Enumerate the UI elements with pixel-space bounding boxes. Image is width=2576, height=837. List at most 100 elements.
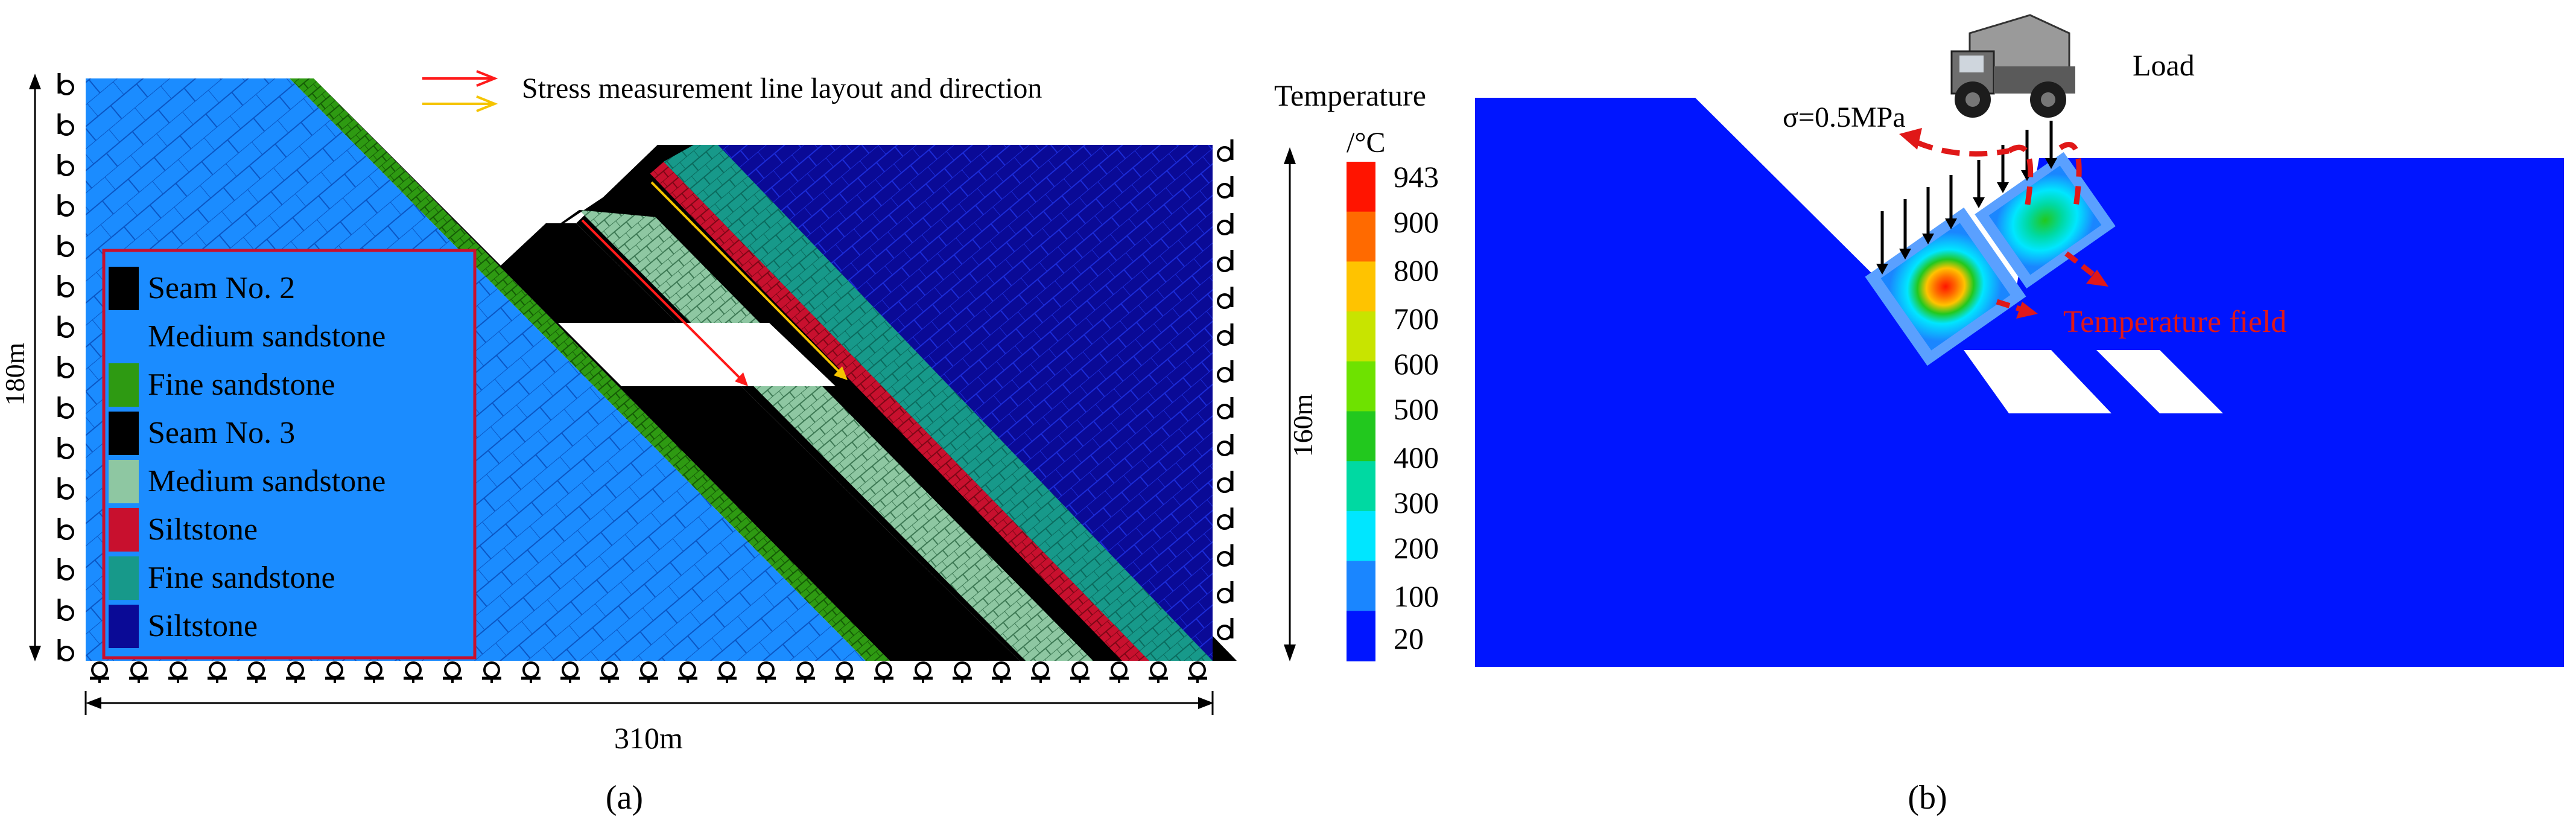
roller-support-icon: [57, 194, 74, 217]
panel-a: 180m 310m Stress measurement line layout…: [0, 70, 1237, 816]
void-1: [1964, 350, 2111, 413]
height-dimension-label: 180m: [0, 342, 30, 406]
legend-label: Seam No. 2: [148, 271, 295, 305]
mining-truck-icon: [1950, 14, 2075, 118]
void-2: [2096, 350, 2223, 413]
load-arrow-head: [1973, 197, 1985, 208]
temperature-annotations: [1899, 128, 2108, 319]
roller-support-icon: [57, 477, 74, 500]
roller-support-icon: [208, 661, 227, 683]
roller-support-icon: [1070, 661, 1090, 683]
colorbar-title: Temperature: [1274, 78, 1426, 112]
layer-teal-edge-texture: [694, 145, 1213, 661]
roller-support-icon: [1217, 544, 1234, 567]
colorbar-segment: [1347, 361, 1375, 412]
width-dimension-label: 310m: [614, 721, 683, 755]
temperature-colorbar: Temperature /°C 943 900 800 700 600 500 400 300…: [1274, 78, 1439, 661]
heat-source-block-2: [1975, 151, 2116, 289]
colorbar-segment: [1347, 211, 1375, 263]
colorbar-segment: [1347, 611, 1375, 661]
roller-support-icon: [57, 356, 74, 378]
roller-support-icon: [57, 73, 74, 95]
roller-support-icon: [1217, 176, 1234, 199]
arrow-legend-text: Stress measurement line layout and direc…: [522, 72, 1042, 104]
roller-support-icon: [560, 661, 580, 683]
legend-label: Seam No. 3: [148, 416, 295, 450]
roller-support-icon: [1217, 287, 1234, 309]
roller-support-icon: [1149, 661, 1168, 683]
roller-support-icon: [57, 235, 74, 257]
roller-support-icon: [1188, 661, 1207, 683]
colorbar-tick-label: 400: [1394, 441, 1439, 474]
colorbar-tick-label: 900: [1394, 205, 1439, 239]
roller-support-icon: [57, 316, 74, 338]
roller-support-icon: [521, 661, 541, 683]
roller-support-icon: [57, 275, 74, 298]
roller-support-icon: [1217, 360, 1234, 383]
legend-swatch: [109, 315, 139, 358]
load-arrow-head: [1945, 218, 1957, 229]
roller-support-icon: [796, 661, 815, 683]
temperature-field-label: Temperature field: [2063, 305, 2286, 339]
roller-support-icon: [57, 113, 74, 136]
height-dimension: 180m: [0, 74, 41, 661]
roller-support-icon: [1217, 250, 1234, 272]
roller-support-icon: [57, 154, 74, 176]
colorbar-segment: [1347, 561, 1375, 612]
roller-support-icon: [1109, 661, 1129, 683]
bottom-roller-supports: [90, 661, 1207, 683]
colorbar-segment: [1347, 162, 1375, 212]
colorbar-tick-label: 300: [1394, 486, 1439, 520]
roller-support-icon: [835, 661, 854, 683]
legend-swatch: [109, 460, 139, 503]
right-roller-supports: [1217, 139, 1234, 640]
roller-support-icon: [1217, 323, 1234, 346]
legend-swatch: [109, 363, 139, 407]
legend-swatch: [109, 412, 139, 455]
heat-source-block-1: [1865, 207, 2026, 366]
load-arrow-head: [1899, 249, 1911, 259]
stress-line-red: [581, 219, 743, 381]
roller-support-icon: [247, 661, 266, 683]
layer-fine-sandstone-texture: [290, 78, 890, 661]
arrow-legend: Stress measurement line layout and direc…: [422, 70, 1042, 112]
load-arrow-head: [1876, 264, 1888, 275]
roller-support-icon: [1217, 434, 1234, 456]
legend-swatch: [109, 267, 139, 310]
roller-support-icon: [168, 661, 188, 683]
layer-siltstone-red-texture: [649, 162, 1149, 661]
legend-swatch: [109, 508, 139, 552]
roller-support-icon: [57, 396, 74, 419]
roller-support-icon: [57, 558, 74, 581]
roller-support-icon: [992, 661, 1011, 683]
strata-legend: Seam No. 2 Medium sandstone Fine sandstone…: [102, 249, 477, 660]
stress-line-yellow-head: [834, 366, 848, 380]
roller-support-icon: [404, 661, 423, 683]
colorbar-tick-label: 20: [1394, 622, 1424, 655]
height-dimension-b-label: 160m: [1287, 393, 1318, 457]
legend-swatch: [109, 605, 139, 648]
legend-label: Fine sandstone: [148, 368, 335, 402]
legend-label: Fine sandstone: [148, 561, 335, 595]
stress-line-red-head: [735, 372, 748, 386]
legend-swatch: [109, 556, 139, 600]
load-arrows: [1876, 121, 2057, 275]
colorbar-segment: [1347, 511, 1375, 562]
load-arrow-head: [2045, 158, 2057, 169]
colorbar-tick-label: 500: [1394, 392, 1439, 426]
goaf-void: [558, 323, 836, 386]
colorbar-segment: [1347, 461, 1375, 512]
height-dimension-b: 160m: [1284, 147, 1318, 661]
colorbar-tick-label: 200: [1394, 531, 1439, 565]
roller-support-icon: [1217, 139, 1234, 162]
panel-b-label: (b): [1908, 779, 1947, 816]
colorbar-segment: [1347, 311, 1375, 362]
roller-support-icon: [57, 518, 74, 540]
left-roller-supports: [57, 73, 74, 661]
roller-support-icon: [874, 661, 893, 683]
layer-medium-sandstone-light-texture: [579, 210, 1093, 661]
colorbar-tick-label: 600: [1394, 347, 1439, 381]
roller-support-icon: [913, 661, 933, 683]
roller-support-icon: [364, 661, 384, 683]
